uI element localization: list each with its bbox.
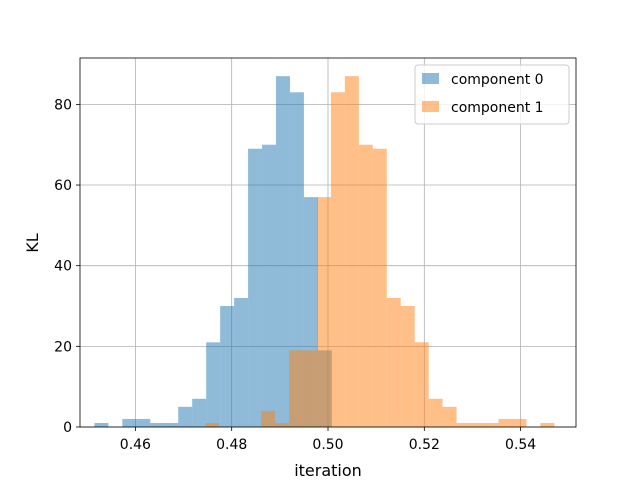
- bar-component-1: [470, 422, 485, 427]
- histogram-bars: [94, 76, 555, 428]
- bar-component-0: [262, 144, 276, 427]
- bar-component-1: [428, 398, 443, 427]
- bar-component-0: [178, 406, 193, 427]
- bar-component-1: [540, 422, 555, 427]
- bar-component-0: [192, 398, 207, 427]
- bar-component-0: [122, 418, 137, 427]
- x-tick-label: 0.46: [120, 437, 151, 453]
- y-tick-label: 40: [54, 259, 72, 275]
- y-tick-label: 60: [54, 178, 72, 194]
- bar-component-0: [206, 342, 221, 427]
- x-tick-label: 0.50: [312, 437, 343, 453]
- axis-ticks: 0.46 0.48 0.50 0.52 0.54 0 20 40 60 80: [54, 97, 536, 453]
- bar-component-1: [261, 410, 276, 427]
- bar-component-1: [205, 422, 220, 427]
- bar-component-1: [414, 342, 429, 427]
- bar-component-0: [94, 422, 109, 427]
- bar-component-1: [484, 422, 499, 427]
- legend: component 0 component 1: [414, 64, 570, 125]
- bar-component-1: [456, 422, 471, 427]
- bar-component-0: [164, 422, 179, 427]
- y-tick-label: 20: [54, 339, 72, 355]
- y-tick-label: 0: [63, 420, 72, 436]
- bar-component-0: [150, 422, 165, 427]
- bar-component-0: [136, 418, 151, 427]
- bar-component-1: [386, 297, 401, 427]
- bar-component-0: [275, 76, 290, 428]
- legend-swatch-component-1: [422, 101, 439, 112]
- bar-component-0: [289, 92, 304, 427]
- bar-component-1: [316, 197, 331, 427]
- bar-component-0: [234, 297, 249, 427]
- bar-component-1: [302, 350, 317, 427]
- bar-component-1: [358, 144, 373, 427]
- bar-component-1: [344, 76, 359, 428]
- y-tick-label: 80: [54, 97, 72, 113]
- legend-swatch-component-0: [422, 73, 439, 84]
- x-tick-label: 0.52: [409, 437, 440, 453]
- legend-box: [414, 64, 570, 125]
- bar-component-1: [400, 306, 415, 427]
- bar-component-1: [288, 350, 303, 427]
- bar-component-0: [220, 306, 235, 427]
- bar-component-1: [275, 422, 289, 427]
- bar-component-1: [442, 406, 457, 427]
- y-axis-label: KL: [23, 233, 42, 252]
- bar-component-1: [372, 148, 387, 427]
- x-tick-label: 0.48: [216, 437, 247, 453]
- legend-label-component-0: component 0: [451, 72, 544, 88]
- bar-component-0: [248, 148, 263, 427]
- bar-component-1: [330, 92, 345, 427]
- bar-component-1: [512, 418, 527, 427]
- x-tick-label: 0.54: [505, 437, 536, 453]
- x-axis-label: iteration: [294, 461, 362, 480]
- bar-component-1: [498, 418, 513, 427]
- legend-label-component-1: component 1: [451, 100, 544, 116]
